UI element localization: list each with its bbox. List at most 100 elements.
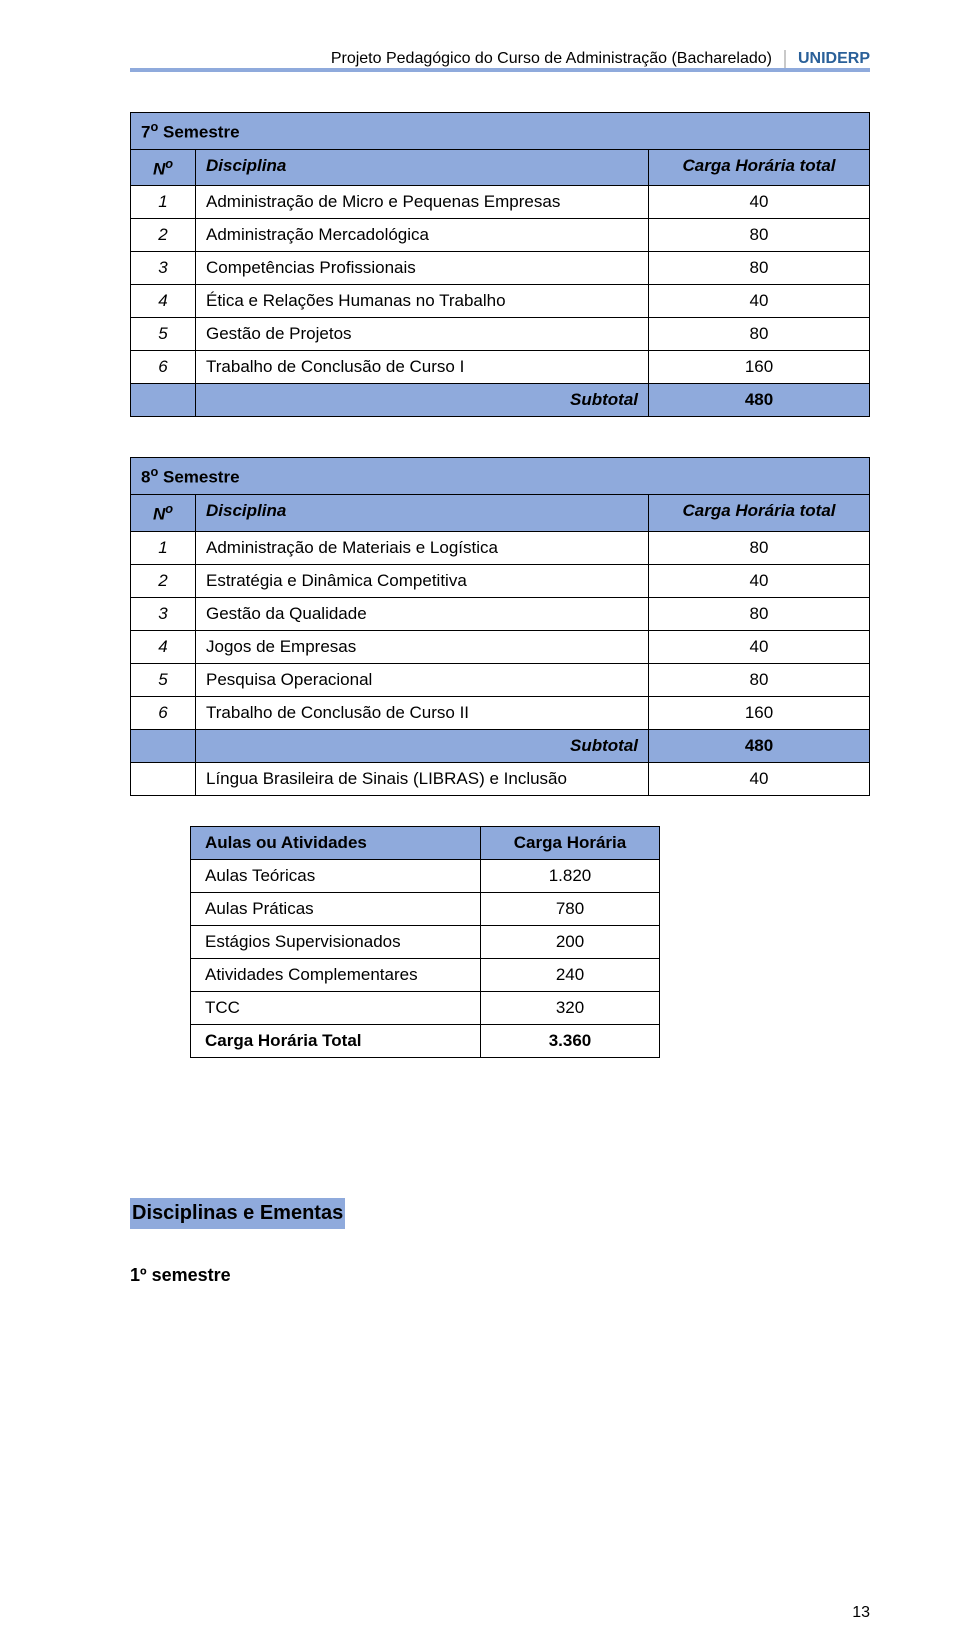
col-n-sup: o <box>165 501 173 516</box>
header-separator <box>130 68 870 72</box>
row-hours: 80 <box>649 318 870 351</box>
subtotal-label: Subtotal <box>196 384 649 417</box>
col-discipline-header: Disciplina <box>196 494 649 531</box>
col-n-prefix: N <box>153 159 165 178</box>
row-number: 1 <box>131 531 196 564</box>
summary-row: Aulas Teóricas1.820 <box>191 859 660 892</box>
row-number: 2 <box>131 564 196 597</box>
sub-heading: 1º semestre <box>130 1265 870 1286</box>
table-title-cell: 8o Semestre <box>131 458 870 495</box>
row-discipline: Trabalho de Conclusão de Curso I <box>196 351 649 384</box>
summary-col1-header: Aulas ou Atividades <box>191 826 481 859</box>
row-hours: 40 <box>649 186 870 219</box>
semester-7-table: 7o Semestre No Disciplina Carga Horária … <box>130 112 870 417</box>
table-row: 2Administração Mercadológica80 <box>131 219 870 252</box>
semester-8-table: 8o Semestre No Disciplina Carga Horária … <box>130 457 870 795</box>
subtotal-row: Subtotal 480 <box>131 729 870 762</box>
row-discipline: Gestão de Projetos <box>196 318 649 351</box>
table-title-row: 8o Semestre <box>131 458 870 495</box>
subtotal-row: Subtotal 480 <box>131 384 870 417</box>
row-number: 5 <box>131 663 196 696</box>
subtotal-empty <box>131 384 196 417</box>
row-number: 1 <box>131 186 196 219</box>
summary-label: Aulas Teóricas <box>191 859 481 892</box>
summary-header-row: Aulas ou Atividades Carga Horária <box>191 826 660 859</box>
page-number: 13 <box>852 1604 870 1622</box>
extra-disc: Língua Brasileira de Sinais (LIBRAS) e I… <box>196 762 649 795</box>
table-row: 1Administração de Materiais e Logística8… <box>131 531 870 564</box>
row-number: 2 <box>131 219 196 252</box>
table-row: 5Pesquisa Operacional80 <box>131 663 870 696</box>
extra-n <box>131 762 196 795</box>
col-hours-header: Carga Horária total <box>649 149 870 186</box>
row-hours: 40 <box>649 285 870 318</box>
row-hours: 80 <box>649 663 870 696</box>
header: Projeto Pedagógico do Curso de Administr… <box>130 50 870 68</box>
section-heading: Disciplinas e Ementas <box>130 1198 345 1229</box>
table-row: 3Gestão da Qualidade80 <box>131 597 870 630</box>
summary-label: Estágios Supervisionados <box>191 925 481 958</box>
row-discipline: Jogos de Empresas <box>196 630 649 663</box>
row-hours: 160 <box>649 696 870 729</box>
page: Projeto Pedagógico do Curso de Administr… <box>0 0 960 1326</box>
summary-col2-header: Carga Horária <box>481 826 660 859</box>
table-title-text: Semestre <box>158 123 239 142</box>
summary-table: Aulas ou Atividades Carga Horária Aulas … <box>190 826 660 1058</box>
summary-value: 240 <box>481 958 660 991</box>
col-n-prefix: N <box>153 505 165 524</box>
row-discipline: Ética e Relações Humanas no Trabalho <box>196 285 649 318</box>
col-number-header: No <box>131 149 196 186</box>
row-number: 5 <box>131 318 196 351</box>
header-title: Projeto Pedagógico do Curso de Administr… <box>331 50 772 67</box>
table-row: 3Competências Profissionais80 <box>131 252 870 285</box>
row-number: 4 <box>131 285 196 318</box>
row-hours: 80 <box>649 252 870 285</box>
row-discipline: Administração de Micro e Pequenas Empres… <box>196 186 649 219</box>
row-discipline: Pesquisa Operacional <box>196 663 649 696</box>
row-discipline: Competências Profissionais <box>196 252 649 285</box>
row-hours: 40 <box>649 630 870 663</box>
row-number: 3 <box>131 252 196 285</box>
row-hours: 80 <box>649 597 870 630</box>
table-row: 1Administração de Micro e Pequenas Empre… <box>131 186 870 219</box>
summary-row: TCC320 <box>191 991 660 1024</box>
row-hours: 160 <box>649 351 870 384</box>
row-number: 4 <box>131 630 196 663</box>
table-row: 4Ética e Relações Humanas no Trabalho40 <box>131 285 870 318</box>
summary-value: 320 <box>481 991 660 1024</box>
summary-value: 200 <box>481 925 660 958</box>
subtotal-value: 480 <box>649 384 870 417</box>
table-row: 5Gestão de Projetos80 <box>131 318 870 351</box>
subtotal-label: Subtotal <box>196 729 649 762</box>
header-org: UNIDERP <box>798 50 870 68</box>
row-hours: 40 <box>649 564 870 597</box>
table-title-cell: 7o Semestre <box>131 113 870 150</box>
table-header-row: No Disciplina Carga Horária total <box>131 149 870 186</box>
summary-total-value: 3.360 <box>481 1024 660 1057</box>
subtotal-value: 480 <box>649 729 870 762</box>
col-hours-header: Carga Horária total <box>649 494 870 531</box>
row-number: 3 <box>131 597 196 630</box>
row-discipline: Gestão da Qualidade <box>196 597 649 630</box>
row-number: 6 <box>131 351 196 384</box>
summary-label: Aulas Práticas <box>191 892 481 925</box>
summary-total-label: Carga Horária Total <box>191 1024 481 1057</box>
row-discipline: Administração de Materiais e Logística <box>196 531 649 564</box>
table-header-row: No Disciplina Carga Horária total <box>131 494 870 531</box>
summary-row: Atividades Complementares240 <box>191 958 660 991</box>
subtotal-empty <box>131 729 196 762</box>
header-title-wrap: Projeto Pedagógico do Curso de Administr… <box>331 50 786 68</box>
extra-row: Língua Brasileira de Sinais (LIBRAS) e I… <box>131 762 870 795</box>
summary-value: 1.820 <box>481 859 660 892</box>
table-title-row: 7o Semestre <box>131 113 870 150</box>
summary-value: 780 <box>481 892 660 925</box>
summary-row: Estágios Supervisionados200 <box>191 925 660 958</box>
row-number: 6 <box>131 696 196 729</box>
table-row: 4Jogos de Empresas40 <box>131 630 870 663</box>
table-title-text: Semestre <box>158 468 239 487</box>
row-discipline: Administração Mercadológica <box>196 219 649 252</box>
summary-label: TCC <box>191 991 481 1024</box>
row-discipline: Estratégia e Dinâmica Competitiva <box>196 564 649 597</box>
col-number-header: No <box>131 494 196 531</box>
summary-row: Aulas Práticas780 <box>191 892 660 925</box>
